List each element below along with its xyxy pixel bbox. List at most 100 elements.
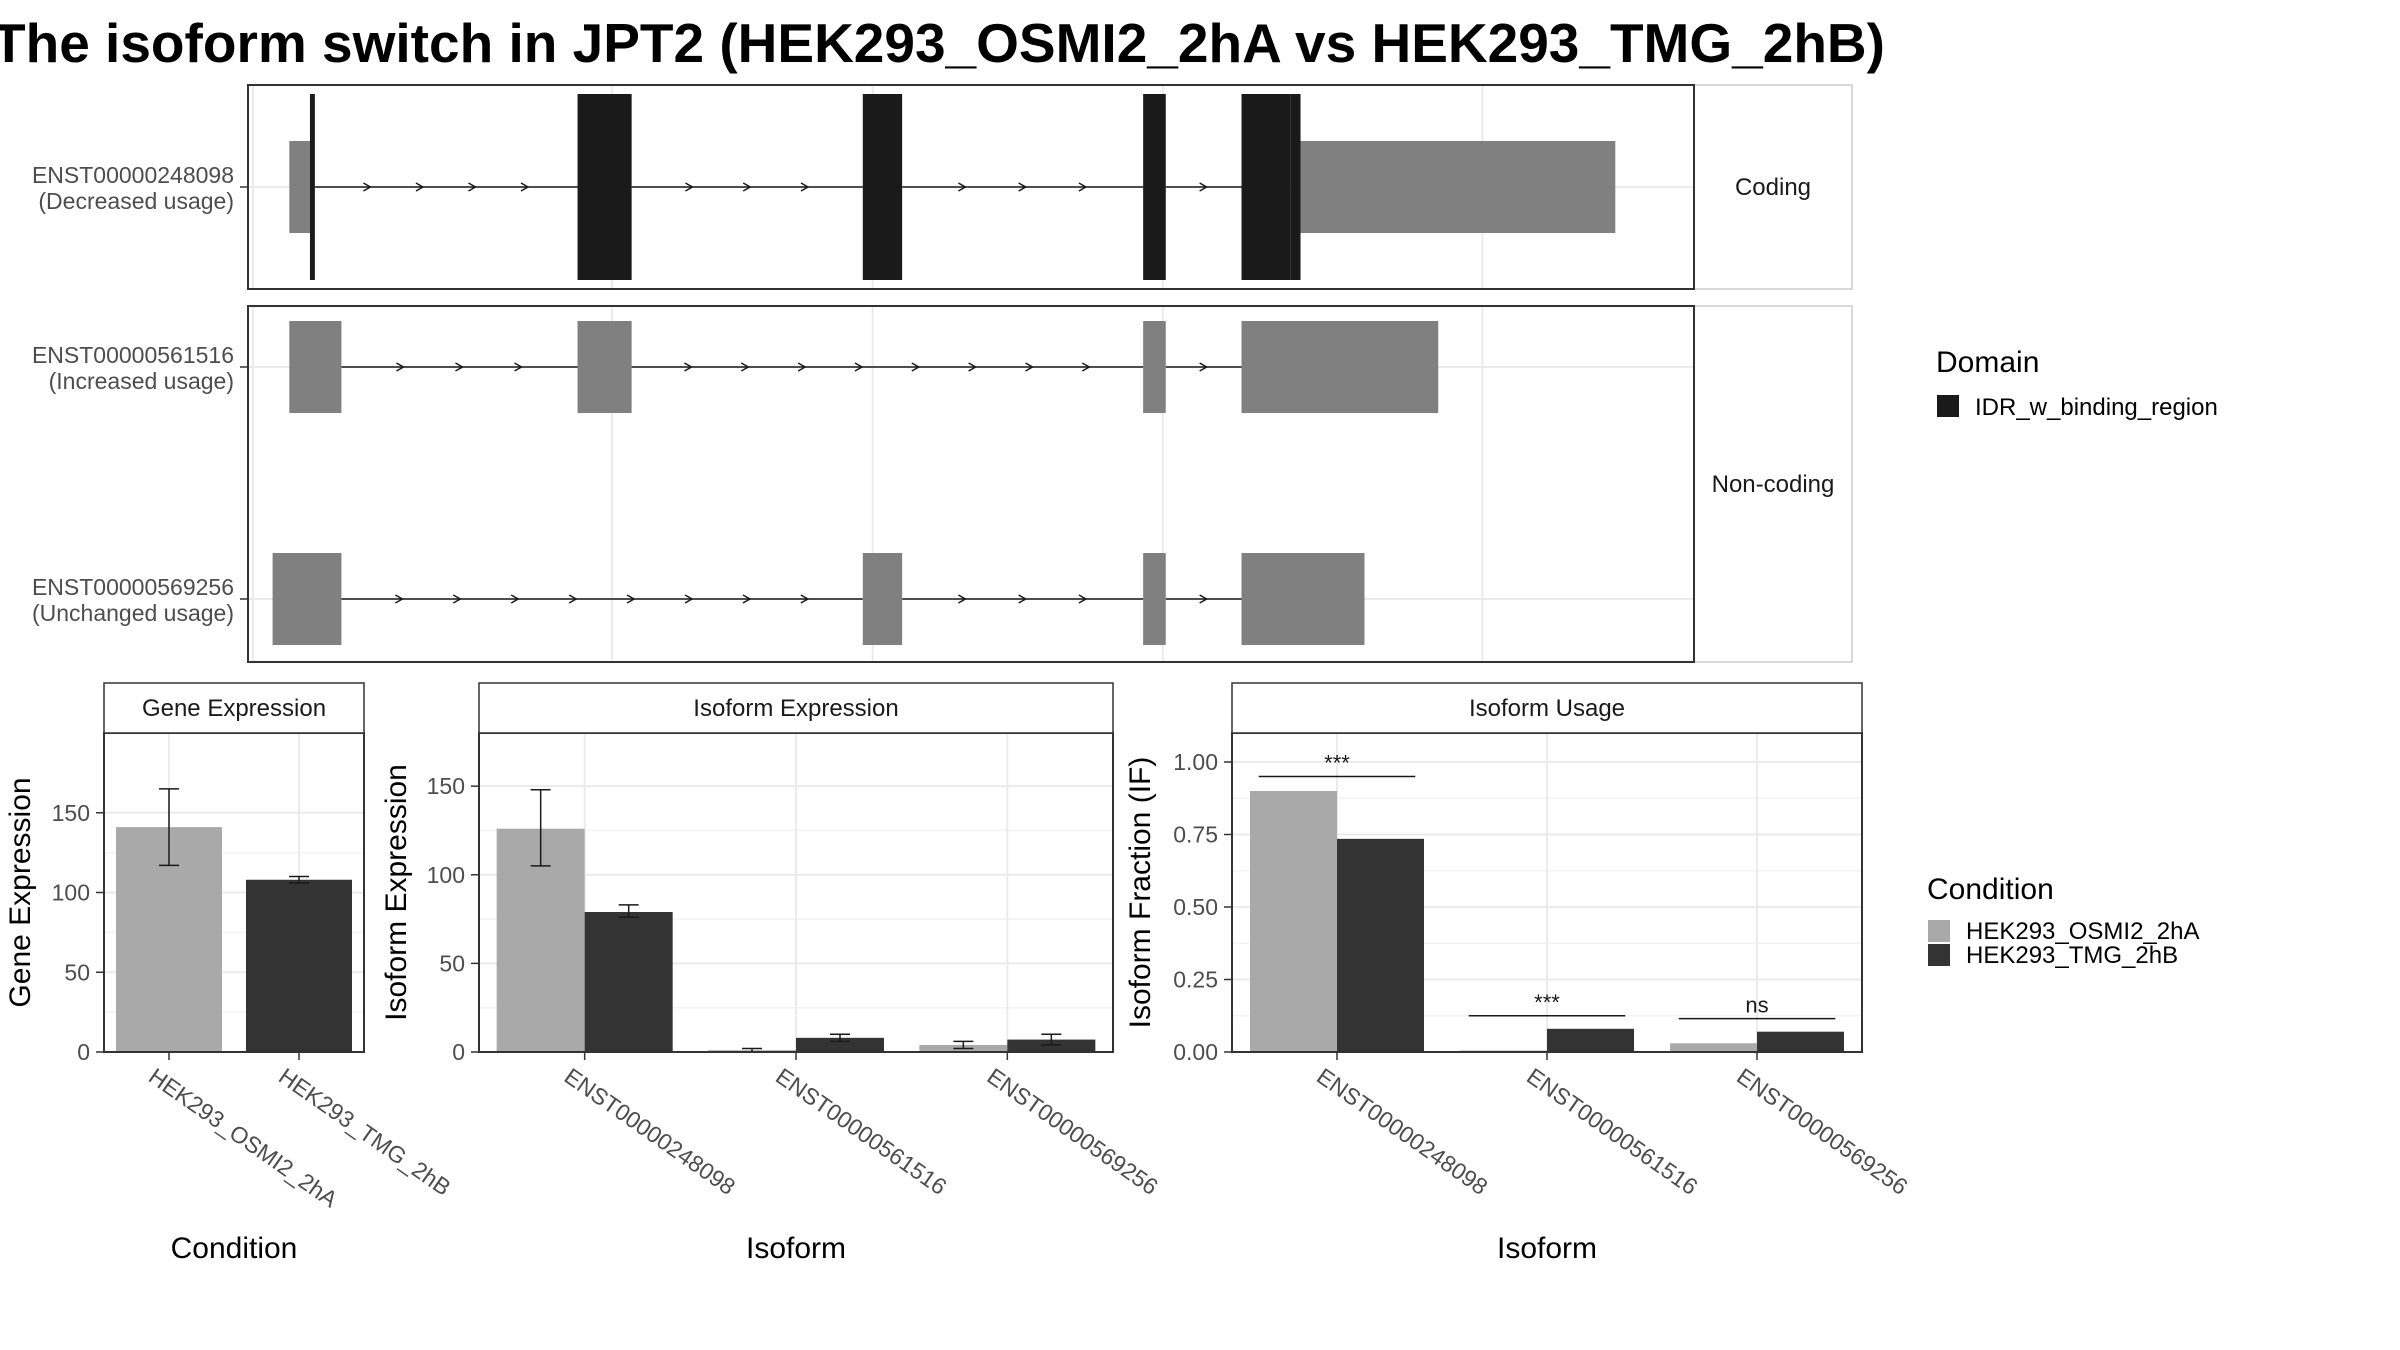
x-axis-title: Isoform xyxy=(1497,1232,1597,1265)
intron-direction-arrow xyxy=(1018,182,1028,192)
exon xyxy=(272,553,342,645)
y-tick-label: 0 xyxy=(452,1039,465,1065)
intron-direction-arrow xyxy=(684,362,693,372)
bar xyxy=(584,911,673,1052)
bar xyxy=(246,879,352,1052)
facet-strip-label: Non-coding xyxy=(1712,471,1835,498)
bar xyxy=(1007,1039,1096,1052)
exon xyxy=(1143,321,1166,413)
significance-label: *** xyxy=(1534,990,1560,1015)
intron-direction-arrow xyxy=(363,182,372,192)
y-tick-label: 0 xyxy=(77,1039,90,1065)
intron-direction-arrow xyxy=(685,182,694,192)
intron-direction-arrow xyxy=(742,594,752,604)
transcript-usage-label: (Unchanged usage) xyxy=(32,600,234,626)
legend-label-condition-a: HEK293_OSMI2_2hA xyxy=(1966,918,2199,945)
facet-panel-border xyxy=(247,84,1695,290)
intron-direction-arrow xyxy=(958,182,967,192)
transcript-label: ENST00000569256 xyxy=(32,574,234,600)
intron-direction-arrow xyxy=(568,594,578,604)
x-tick-label: ENST00000561516 xyxy=(771,1063,951,1200)
legend-title-condition: Condition xyxy=(1927,873,2054,906)
isoform-expression-plot: 0 50 100 150 ENST00000248098 ENST00000561516 E… xyxy=(380,682,1163,1265)
legend-label-domain: IDR_w_binding_region xyxy=(1975,394,2218,421)
intron-direction-arrow xyxy=(626,594,636,604)
intron-direction-arrow xyxy=(1078,594,1088,604)
intron-direction-arrow xyxy=(1199,594,1209,604)
exon xyxy=(289,141,310,233)
y-tick-label: 1.00 xyxy=(1173,749,1218,775)
y-tick-label: 0.75 xyxy=(1173,822,1218,848)
legend-key-domain xyxy=(1937,395,1959,417)
y-tick-label: 50 xyxy=(64,959,90,985)
intron-direction-arrow xyxy=(740,362,750,372)
intron-direction-arrow xyxy=(396,362,405,372)
intron-direction-arrow xyxy=(797,362,807,372)
facet-strip xyxy=(1693,305,1853,663)
exon xyxy=(577,321,632,413)
x-tick-label: ENST00000569256 xyxy=(1732,1063,1912,1200)
exon xyxy=(862,553,903,645)
exon xyxy=(1143,553,1166,645)
facet-panel-border xyxy=(247,305,1695,663)
exon-domain xyxy=(862,94,903,280)
y-tick-label: 50 xyxy=(439,950,465,976)
panel-strip-label: Isoform Expression xyxy=(693,695,898,722)
exon xyxy=(1241,321,1439,413)
intron-direction-arrow xyxy=(1081,362,1091,372)
panel-strip-label: Isoform Usage xyxy=(1469,695,1625,722)
intron-direction-arrow xyxy=(1018,594,1028,604)
y-tick-label: 100 xyxy=(427,862,465,888)
intron-direction-arrow xyxy=(510,594,520,604)
x-tick-label: ENST00000569256 xyxy=(982,1063,1162,1200)
intron-direction-arrow xyxy=(1199,182,1209,192)
exon-domain xyxy=(309,94,315,280)
legend-key-condition-a xyxy=(1928,920,1950,942)
bar xyxy=(1337,838,1424,1052)
x-tick-label: ENST00000561516 xyxy=(1522,1063,1702,1200)
intron-direction-arrow xyxy=(514,362,524,372)
x-tick-label: ENST00000248098 xyxy=(1312,1063,1492,1200)
panel-strip xyxy=(478,682,1114,734)
legend-label-condition-b: HEK293_TMG_2hB xyxy=(1966,942,2178,969)
facet-strip xyxy=(1693,84,1853,290)
intron-direction-arrow xyxy=(684,594,694,604)
y-tick-label: 100 xyxy=(52,880,90,906)
y-tick-label: 150 xyxy=(427,773,465,799)
panel-strip xyxy=(1231,682,1863,734)
intron-direction-arrow xyxy=(1025,362,1034,372)
x-tick-label: ENST00000248098 xyxy=(560,1063,740,1200)
page-title: The isoform switch in JPT2 (HEK293_OSMI2… xyxy=(0,12,1885,74)
intron-direction-arrow xyxy=(1078,182,1088,192)
panel-strip xyxy=(103,682,365,734)
intron-direction-arrow xyxy=(395,594,404,604)
exon xyxy=(1241,553,1365,645)
bar xyxy=(1757,1031,1844,1052)
intron-direction-arrow xyxy=(958,594,967,604)
y-tick-label: 150 xyxy=(52,800,90,826)
y-axis-title: Isoform Expression xyxy=(380,764,413,1021)
facet-strip-label: Coding xyxy=(1735,174,1811,201)
intron-direction-arrow xyxy=(455,362,465,372)
legend-key-condition-b xyxy=(1928,944,1950,966)
panel-strip-label: Gene Expression xyxy=(142,695,326,722)
intron-direction-arrow xyxy=(1199,362,1209,372)
gene-structure-plot: Coding Non-coding ENST00000248098(Decrease… xyxy=(32,84,1853,663)
intron-direction-arrow xyxy=(452,594,462,604)
transcript-label: ENST00000248098 xyxy=(32,162,234,188)
legend-title-domain: Domain xyxy=(1936,346,2039,379)
x-axis-title: Isoform xyxy=(746,1232,846,1265)
exon-domain xyxy=(1241,94,1291,280)
intron-direction-arrow xyxy=(520,182,530,192)
intron-direction-arrow xyxy=(911,362,921,372)
intron-direction-arrow xyxy=(742,182,752,192)
transcript-usage-label: (Increased usage) xyxy=(49,368,234,394)
intron-direction-arrow xyxy=(800,594,810,604)
y-axis-title: Isoform Fraction (IF) xyxy=(1124,757,1157,1029)
exon-domain xyxy=(1143,94,1166,280)
exon xyxy=(1300,141,1616,233)
y-tick-label: 0.00 xyxy=(1173,1039,1218,1065)
intron-direction-arrow xyxy=(854,362,864,372)
